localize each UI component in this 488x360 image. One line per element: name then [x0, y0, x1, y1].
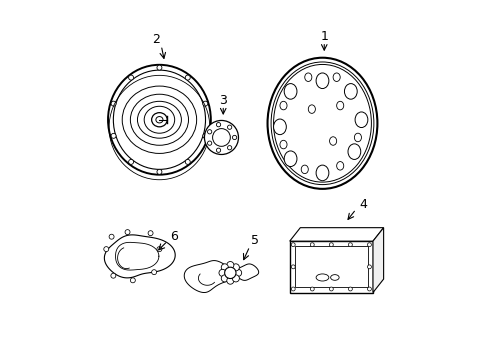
Ellipse shape	[301, 165, 307, 174]
Circle shape	[203, 133, 207, 138]
Circle shape	[212, 129, 230, 146]
Ellipse shape	[315, 165, 328, 181]
Text: 3: 3	[219, 94, 227, 107]
Circle shape	[157, 169, 162, 174]
Circle shape	[367, 265, 370, 269]
Ellipse shape	[284, 151, 296, 167]
Ellipse shape	[122, 86, 196, 153]
Circle shape	[207, 141, 211, 145]
Text: 6: 6	[169, 230, 177, 243]
Circle shape	[128, 75, 133, 80]
Polygon shape	[289, 228, 383, 241]
Ellipse shape	[144, 106, 174, 133]
Circle shape	[221, 275, 228, 282]
Circle shape	[219, 269, 225, 276]
Circle shape	[226, 261, 233, 269]
Circle shape	[216, 122, 220, 127]
Ellipse shape	[330, 275, 339, 280]
Ellipse shape	[307, 105, 315, 113]
Ellipse shape	[332, 73, 340, 81]
Ellipse shape	[354, 112, 367, 127]
Circle shape	[232, 264, 239, 271]
Circle shape	[227, 145, 231, 150]
Ellipse shape	[284, 84, 296, 99]
Ellipse shape	[279, 140, 286, 149]
Polygon shape	[104, 235, 175, 278]
Ellipse shape	[279, 101, 286, 110]
Circle shape	[207, 130, 211, 134]
Text: 5: 5	[251, 234, 259, 247]
Circle shape	[329, 243, 333, 247]
Circle shape	[130, 278, 135, 283]
Text: 4: 4	[359, 198, 366, 211]
Circle shape	[310, 287, 314, 291]
Ellipse shape	[156, 117, 163, 123]
Ellipse shape	[273, 64, 370, 182]
Circle shape	[111, 273, 116, 278]
Circle shape	[348, 243, 352, 247]
Circle shape	[329, 287, 333, 291]
Circle shape	[157, 247, 162, 252]
Ellipse shape	[273, 119, 286, 135]
Circle shape	[221, 264, 228, 271]
Circle shape	[291, 287, 295, 291]
Ellipse shape	[113, 70, 205, 169]
Circle shape	[111, 101, 116, 106]
Circle shape	[151, 270, 156, 275]
Ellipse shape	[329, 137, 336, 145]
Circle shape	[310, 243, 314, 247]
Circle shape	[367, 287, 370, 291]
Circle shape	[185, 159, 190, 165]
Circle shape	[157, 65, 162, 70]
Circle shape	[367, 243, 370, 247]
Ellipse shape	[267, 58, 377, 189]
Circle shape	[204, 121, 238, 154]
Polygon shape	[372, 228, 383, 293]
Circle shape	[232, 135, 236, 140]
Circle shape	[128, 159, 133, 165]
Ellipse shape	[344, 84, 356, 99]
Bar	[289, 241, 372, 293]
Circle shape	[291, 243, 295, 247]
Circle shape	[291, 265, 295, 269]
Ellipse shape	[130, 94, 188, 145]
Circle shape	[216, 148, 220, 152]
Ellipse shape	[336, 162, 343, 170]
Bar	[294, 247, 367, 287]
Circle shape	[109, 234, 114, 239]
Circle shape	[111, 133, 116, 138]
Ellipse shape	[304, 73, 311, 81]
Circle shape	[227, 125, 231, 129]
Circle shape	[125, 230, 130, 235]
Circle shape	[103, 247, 108, 252]
Circle shape	[232, 275, 239, 282]
Ellipse shape	[137, 101, 181, 138]
Circle shape	[224, 267, 236, 279]
Ellipse shape	[347, 144, 360, 159]
Ellipse shape	[354, 133, 361, 142]
Circle shape	[348, 287, 352, 291]
Polygon shape	[235, 264, 258, 280]
Polygon shape	[184, 261, 233, 293]
Circle shape	[148, 231, 153, 236]
Ellipse shape	[315, 73, 328, 89]
Ellipse shape	[336, 101, 343, 110]
Circle shape	[203, 101, 207, 106]
Circle shape	[185, 75, 190, 80]
Circle shape	[234, 269, 241, 276]
Circle shape	[226, 277, 233, 284]
Ellipse shape	[270, 62, 373, 185]
Ellipse shape	[108, 65, 210, 175]
Text: 1: 1	[320, 30, 327, 43]
Ellipse shape	[151, 113, 167, 127]
Ellipse shape	[315, 274, 328, 281]
Text: 2: 2	[152, 33, 160, 46]
